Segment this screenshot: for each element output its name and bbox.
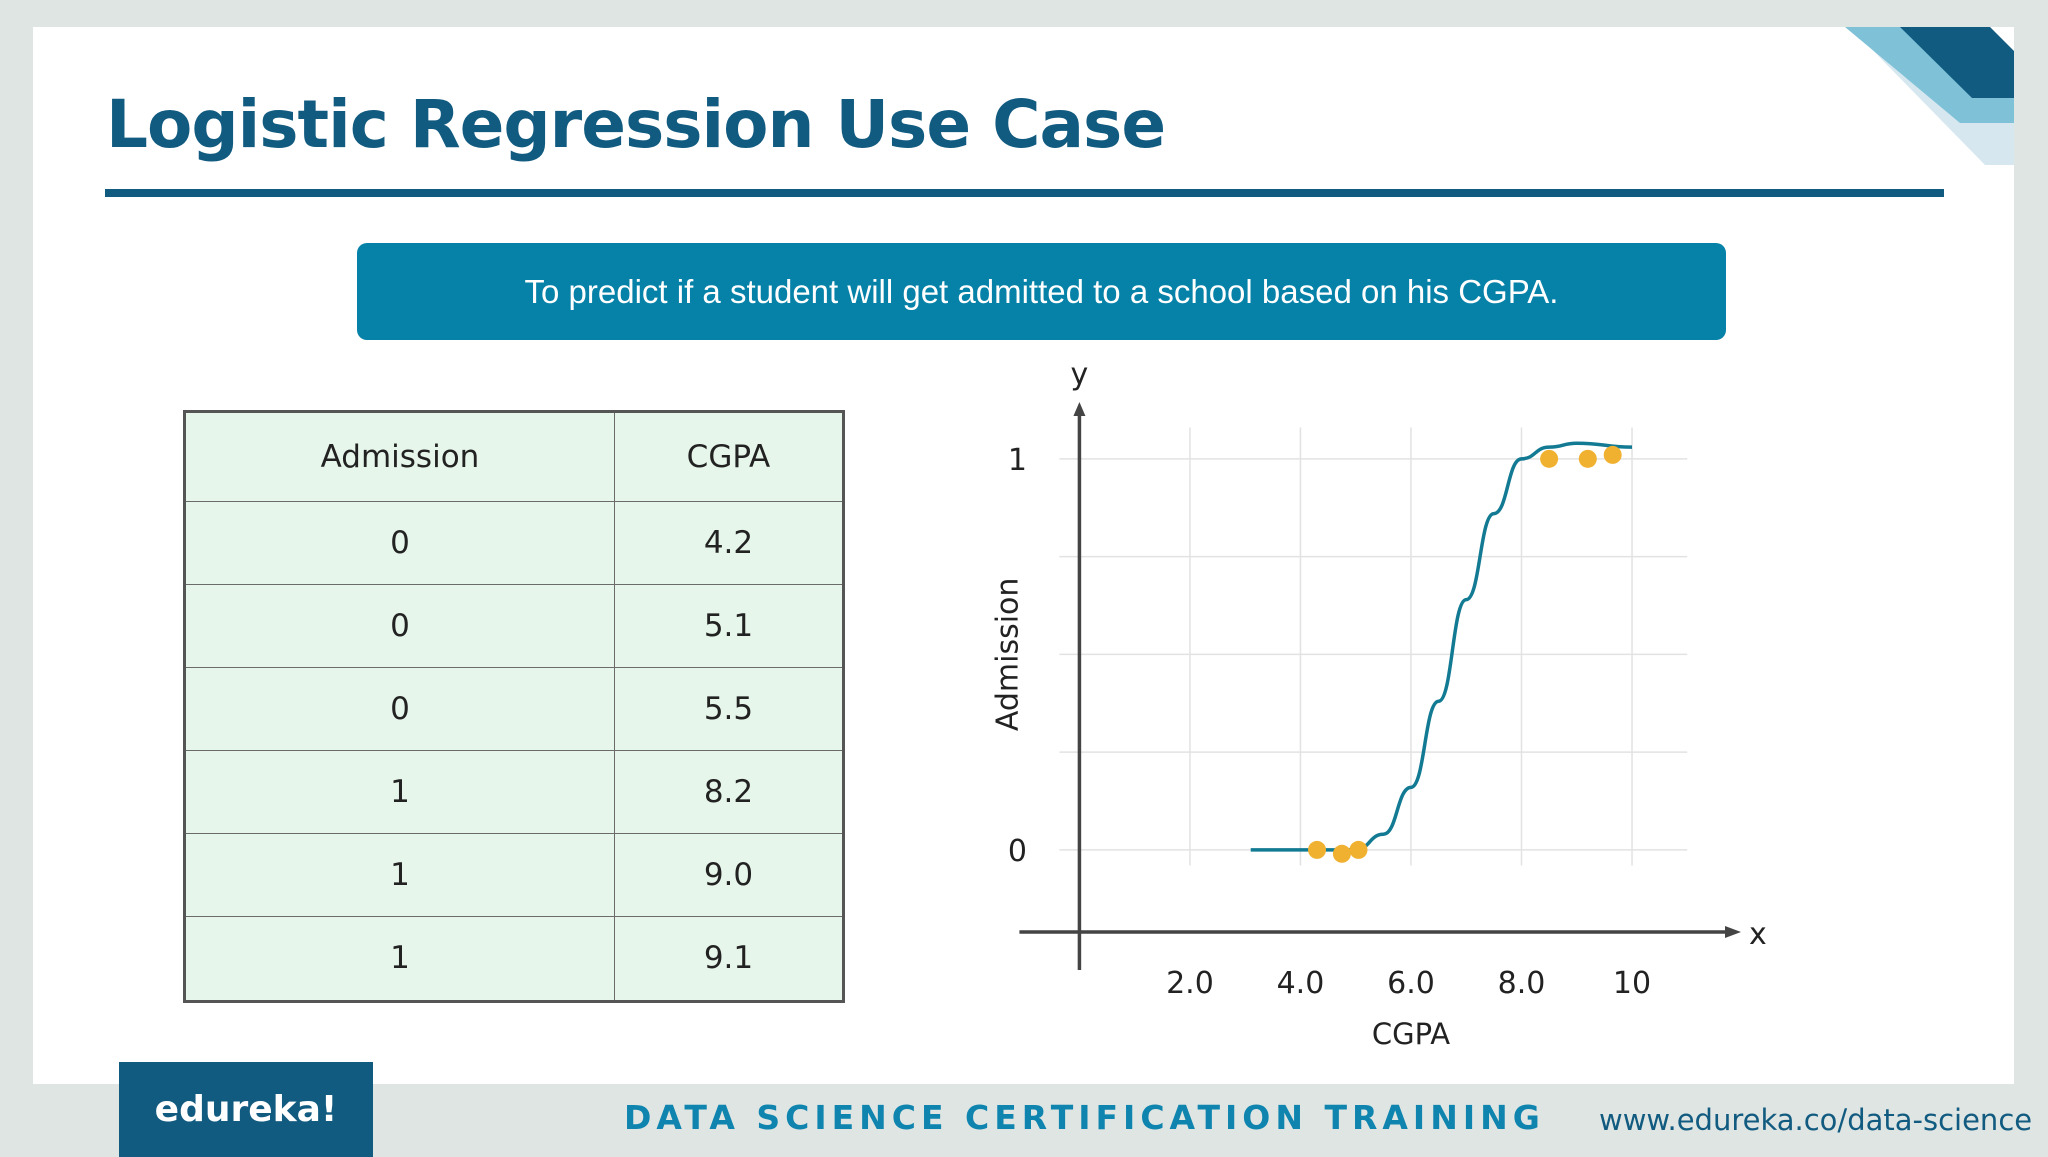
course-url[interactable]: www.edureka.co/data-science bbox=[1599, 1103, 2033, 1137]
data-point bbox=[1332, 844, 1351, 863]
cgpa-cell: 4.2 bbox=[613, 501, 845, 585]
admission-cell: 1 bbox=[184, 915, 615, 1003]
table-row: 0 4.2 bbox=[184, 501, 845, 585]
data-point bbox=[1603, 445, 1622, 464]
title-underline bbox=[105, 189, 1944, 197]
edureka-logo: edureka! bbox=[119, 1062, 373, 1157]
table-row: 1 9.0 bbox=[184, 832, 845, 917]
admission-cell: 1 bbox=[184, 832, 615, 917]
x-tick-label: 8.0 bbox=[1498, 966, 1546, 1001]
admission-cell: 0 bbox=[184, 583, 615, 668]
x-tick-label: 2.0 bbox=[1166, 966, 1214, 1001]
admission-cell: 1 bbox=[184, 749, 615, 834]
x-tick-label: 10 bbox=[1613, 966, 1651, 1001]
use-case-banner: To predict if a student will get admitte… bbox=[357, 243, 1726, 340]
y-axis-arrow bbox=[1073, 402, 1086, 416]
cgpa-cell: 8.2 bbox=[613, 749, 845, 834]
table-row: 0 5.1 bbox=[184, 583, 845, 668]
cgpa-cell: 9.0 bbox=[613, 832, 845, 917]
cgpa-cell: 5.1 bbox=[613, 583, 845, 668]
y-tick-label: 1 bbox=[1008, 443, 1027, 478]
x-tick-label: 6.0 bbox=[1387, 966, 1435, 1001]
course-title: DATA SCIENCE CERTIFICATION TRAINING bbox=[624, 1098, 1545, 1137]
data-point bbox=[1349, 840, 1368, 859]
data-table: Admission CGPA 0 4.2 0 5.1 0 5.5 1 8.2 1… bbox=[183, 410, 845, 1003]
x-axis-letter: x bbox=[1749, 917, 1767, 952]
admission-cell: 0 bbox=[184, 666, 615, 751]
y-axis-title: Admission bbox=[990, 578, 1025, 732]
sigmoid-curve bbox=[1250, 441, 1633, 852]
cgpa-cell: 9.1 bbox=[613, 915, 845, 1003]
page-title: Logistic Regression Use Case bbox=[106, 86, 1166, 163]
x-axis-arrow bbox=[1725, 926, 1741, 938]
table-row: 0 5.5 bbox=[184, 666, 845, 751]
data-point bbox=[1540, 449, 1559, 468]
x-tick-label: 4.0 bbox=[1277, 966, 1325, 1001]
y-axis-letter: y bbox=[1071, 357, 1089, 392]
y-tick-label: 0 bbox=[1008, 834, 1027, 869]
admission-cell: 0 bbox=[184, 501, 615, 585]
data-point bbox=[1308, 840, 1327, 859]
column-header-cgpa: CGPA bbox=[613, 411, 845, 502]
logo-text: edureka! bbox=[154, 1089, 338, 1130]
corner-decoration bbox=[1845, 27, 2014, 165]
data-point bbox=[1578, 449, 1597, 468]
column-header-admission: Admission bbox=[184, 411, 615, 502]
table-header-row: Admission CGPA bbox=[184, 411, 845, 502]
table-row: 1 9.1 bbox=[184, 915, 845, 1003]
cgpa-cell: 5.5 bbox=[613, 666, 845, 751]
x-axis-title: CGPA bbox=[1372, 1017, 1450, 1051]
table-row: 1 8.2 bbox=[184, 749, 845, 834]
banner-text: To predict if a student will get admitte… bbox=[524, 272, 1559, 310]
